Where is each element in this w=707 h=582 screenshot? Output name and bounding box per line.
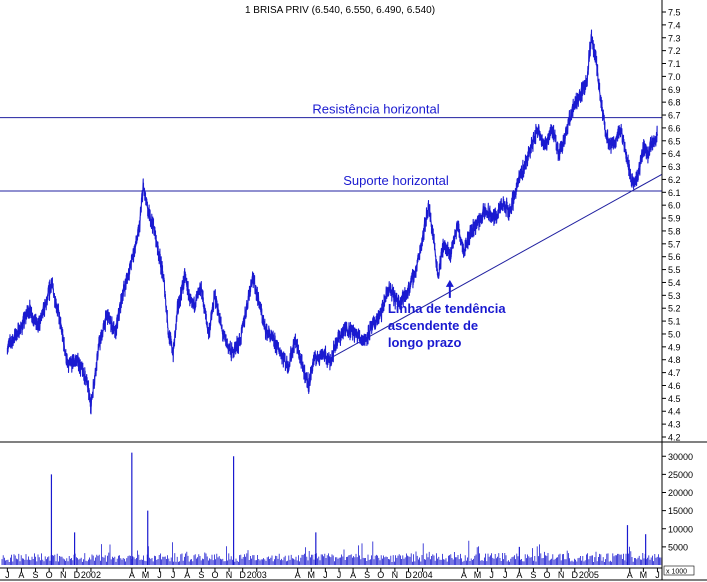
x-tick-label: A xyxy=(129,570,135,580)
x-tick-label: N xyxy=(60,570,67,580)
x-tick-label: 2002 xyxy=(81,570,101,580)
volume-panel xyxy=(1,452,662,565)
price-tick-label: 5.6 xyxy=(668,252,681,262)
x-tick-label: J xyxy=(323,570,328,580)
annotation-line-3: longo prazo xyxy=(388,335,462,350)
price-panel: Resistência horizontal Suporte horizonta… xyxy=(0,29,663,415)
price-tick-label: 7.4 xyxy=(668,20,681,30)
x-tick-label: 2004 xyxy=(413,570,433,580)
x-tick-label: S xyxy=(530,570,536,580)
price-tick-label: 4.3 xyxy=(668,420,681,430)
x-tick-label: S xyxy=(364,570,370,580)
price-tick-label: 5.8 xyxy=(668,226,681,236)
price-tick-label: 5.1 xyxy=(668,317,681,327)
price-tick-label: 7.2 xyxy=(668,46,681,56)
price-tick-label: 6.2 xyxy=(668,175,681,185)
price-tick-label: 6.7 xyxy=(668,111,681,121)
x-tick-label: D xyxy=(572,570,579,580)
trendline xyxy=(327,173,663,361)
annotation-arrow-head xyxy=(445,279,454,287)
price-tick-label: 6.0 xyxy=(668,201,681,211)
price-tick-label: 7.5 xyxy=(668,8,681,18)
x-tick-label: A xyxy=(295,570,301,580)
x-tick-label: 2003 xyxy=(247,570,267,580)
x-tick-label: D xyxy=(239,570,246,580)
x-tick-label: J xyxy=(5,570,10,580)
x-tick-label: J xyxy=(503,570,508,580)
price-tick-label: 6.3 xyxy=(668,162,681,172)
price-tick-label: 5.4 xyxy=(668,278,681,288)
x-tick-label: 2005 xyxy=(579,570,599,580)
price-tick-label: 7.3 xyxy=(668,33,681,43)
annotation-line-1: Linha de tendência xyxy=(388,301,507,316)
volume-unit-label: x 1000 xyxy=(666,569,687,576)
x-tick-label: M xyxy=(640,570,648,580)
x-tick-label: A xyxy=(184,570,190,580)
annotation-arrow xyxy=(445,279,454,298)
x-tick-label: N xyxy=(226,570,233,580)
x-tick-label: M xyxy=(474,570,482,580)
x-tick-label: A xyxy=(461,570,467,580)
resistance-label: Resistência horizontal xyxy=(312,102,439,117)
price-tick-label: 6.5 xyxy=(668,136,681,146)
price-tick-label: 5.9 xyxy=(668,214,681,224)
x-tick-label: A xyxy=(627,570,633,580)
price-tick-label: 5.3 xyxy=(668,291,681,301)
x-tick-label: A xyxy=(350,570,356,580)
volume-tick-label: 20000 xyxy=(668,488,693,498)
price-tick-label: 4.2 xyxy=(668,433,681,443)
price-tick-label: 6.1 xyxy=(668,188,681,198)
price-tick-label: 7.0 xyxy=(668,72,681,82)
x-tick-label: S xyxy=(198,570,204,580)
volume-tick-label: 15000 xyxy=(668,506,693,516)
price-tick-label: 4.6 xyxy=(668,381,681,391)
support-label: Suporte horizontal xyxy=(343,173,449,188)
x-tick-label: D xyxy=(405,570,412,580)
volume-unit-box xyxy=(663,565,695,576)
x-tick-label: J xyxy=(157,570,162,580)
x-tick-label: J xyxy=(171,570,176,580)
x-tick-label: O xyxy=(377,570,384,580)
x-tick-label: J xyxy=(655,570,660,580)
price-tick-label: 4.8 xyxy=(668,355,681,365)
price-tick-label: 6.9 xyxy=(668,85,681,95)
price-tick-label: 4.9 xyxy=(668,342,681,352)
volume-tick-label: 10000 xyxy=(668,524,693,534)
x-tick-label: M xyxy=(142,570,150,580)
x-tick-label: J xyxy=(337,570,342,580)
volume-baseline-bars xyxy=(1,540,662,565)
x-tick-label: N xyxy=(558,570,565,580)
x-tick-label: N xyxy=(392,570,399,580)
volume-tick-label: 5000 xyxy=(668,542,688,552)
price-tick-label: 7.1 xyxy=(668,59,681,69)
price-line xyxy=(6,29,659,415)
price-series xyxy=(6,29,659,415)
price-tick-label: 4.5 xyxy=(668,394,681,404)
price-tick-label: 5.0 xyxy=(668,329,681,339)
x-tick-label: O xyxy=(46,570,53,580)
price-tick-label: 5.7 xyxy=(668,239,681,249)
x-tick-label: D xyxy=(74,570,81,580)
x-tick-label: S xyxy=(33,570,39,580)
x-tick-label: O xyxy=(544,570,551,580)
price-tick-label: 4.7 xyxy=(668,368,681,378)
price-tick-label: 5.5 xyxy=(668,265,681,275)
chart-title: 1 BRISA PRIV (6.540, 6.550, 6.490, 6.540… xyxy=(245,5,435,16)
price-tick-label: 6.4 xyxy=(668,149,681,159)
price-tick-label: 5.2 xyxy=(668,304,681,314)
x-tick-label: A xyxy=(18,570,24,580)
x-tick-label: J xyxy=(489,570,494,580)
x-tick-label: O xyxy=(211,570,218,580)
volume-tick-label: 30000 xyxy=(668,452,693,462)
price-tick-label: 4.4 xyxy=(668,407,681,417)
price-tick-label: 6.8 xyxy=(668,98,681,108)
price-tick-label: 6.6 xyxy=(668,123,681,133)
annotation-line-2: ascendente de xyxy=(388,318,478,333)
x-tick-label: A xyxy=(516,570,522,580)
volume-tick-label: 25000 xyxy=(668,470,693,480)
x-tick-label: M xyxy=(308,570,316,580)
